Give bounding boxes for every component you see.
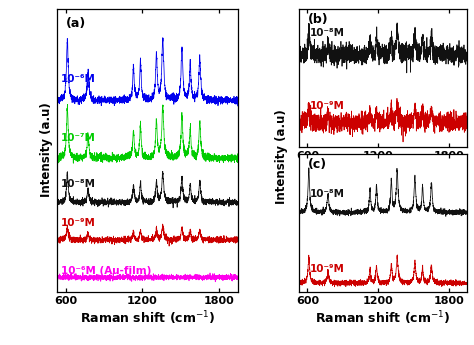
Text: (c): (c): [308, 158, 327, 171]
Text: 10⁻⁶M (Au-film): 10⁻⁶M (Au-film): [61, 266, 151, 276]
Text: 10⁻⁸M: 10⁻⁸M: [61, 179, 96, 189]
Text: 10⁻⁷M: 10⁻⁷M: [61, 133, 96, 143]
X-axis label: Raman shift (cm$^{-1}$): Raman shift (cm$^{-1}$): [315, 309, 451, 327]
X-axis label: Raman shift (cm$^{-1}$): Raman shift (cm$^{-1}$): [80, 309, 215, 327]
Text: 10⁻⁸M: 10⁻⁸M: [310, 189, 345, 199]
Text: Intensity (a.u): Intensity (a.u): [274, 110, 288, 204]
Text: 10⁻⁹M: 10⁻⁹M: [310, 101, 345, 111]
Text: 10⁻⁸M: 10⁻⁸M: [310, 28, 345, 38]
Text: 10⁻⁹M: 10⁻⁹M: [310, 264, 345, 274]
Text: (b): (b): [308, 13, 328, 26]
Text: 10⁻⁹M: 10⁻⁹M: [61, 218, 96, 228]
Text: 10⁻⁶M: 10⁻⁶M: [61, 74, 96, 84]
Y-axis label: Intensity (a.u): Intensity (a.u): [40, 103, 53, 197]
Text: (a): (a): [66, 17, 86, 30]
